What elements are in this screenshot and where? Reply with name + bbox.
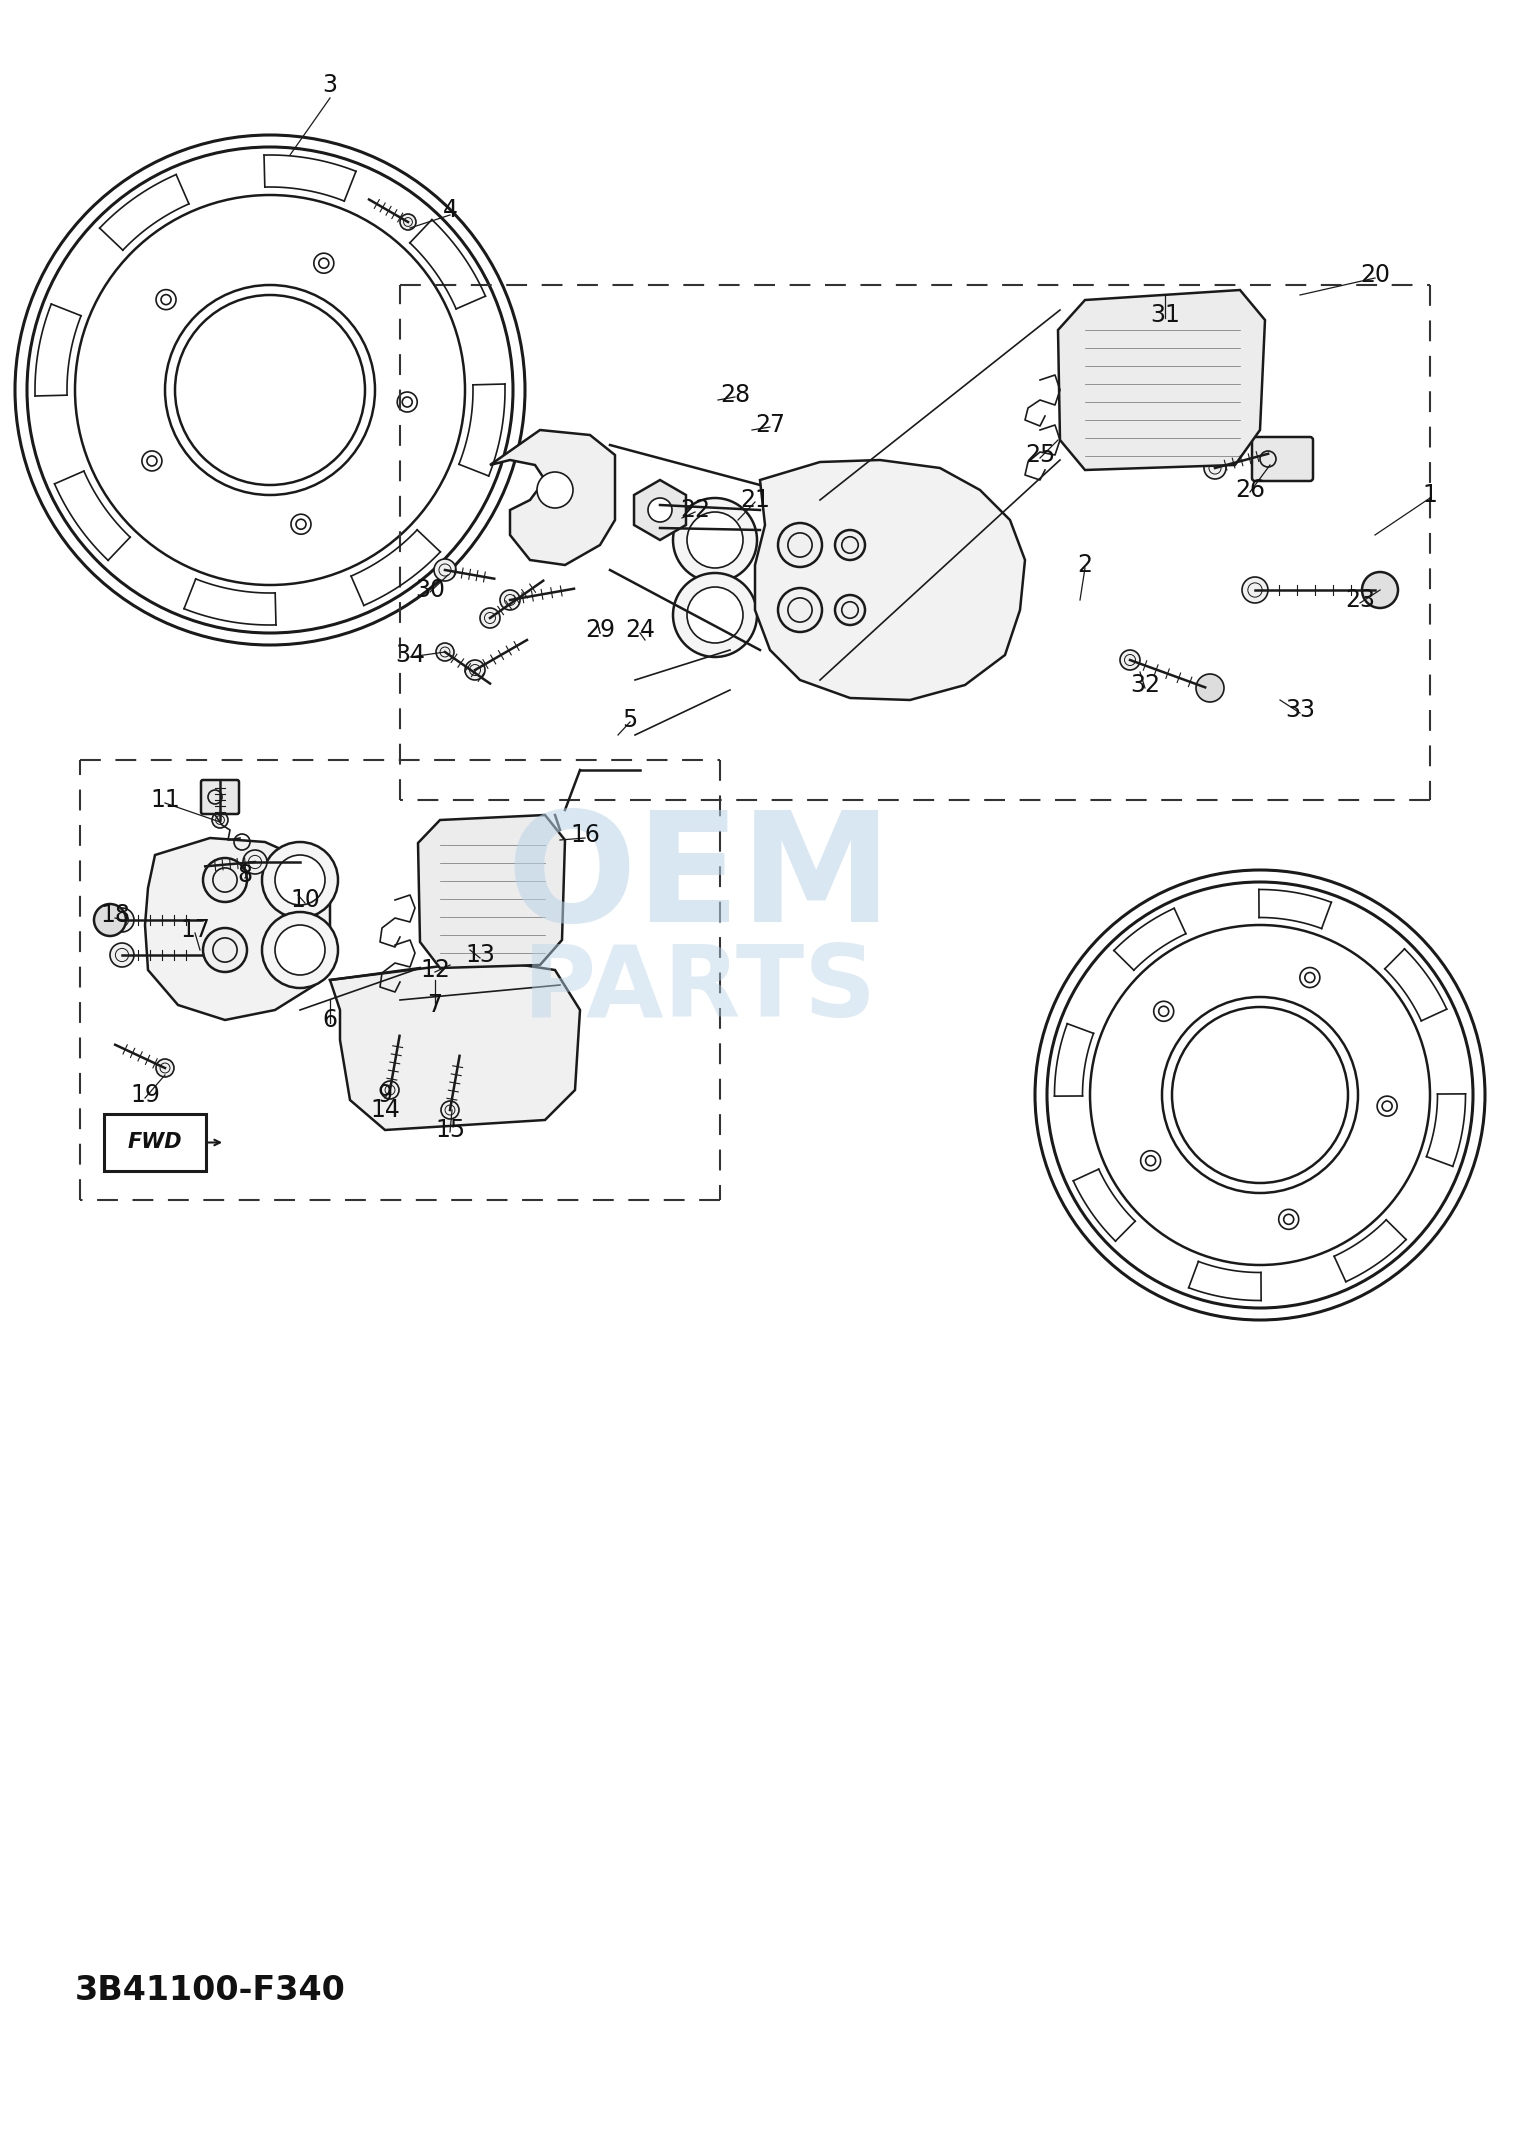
Text: 16: 16 xyxy=(570,822,599,848)
FancyBboxPatch shape xyxy=(105,1114,206,1172)
Circle shape xyxy=(835,594,865,624)
Circle shape xyxy=(673,498,758,581)
Text: 6: 6 xyxy=(323,1007,338,1033)
Text: 1: 1 xyxy=(1423,484,1437,507)
Circle shape xyxy=(212,812,227,829)
Text: 31: 31 xyxy=(1150,302,1180,328)
Text: 29: 29 xyxy=(586,618,615,641)
Circle shape xyxy=(536,473,573,507)
Text: 33: 33 xyxy=(1285,699,1316,722)
Text: OEM: OEM xyxy=(507,805,893,954)
Text: 10: 10 xyxy=(290,888,320,912)
Polygon shape xyxy=(418,816,566,967)
Polygon shape xyxy=(490,430,615,564)
Text: 15: 15 xyxy=(435,1118,466,1142)
Circle shape xyxy=(437,643,453,660)
Text: 17: 17 xyxy=(180,918,211,941)
Text: 34: 34 xyxy=(395,643,426,667)
Circle shape xyxy=(111,944,134,967)
Polygon shape xyxy=(635,479,686,541)
Circle shape xyxy=(1120,650,1140,671)
Text: 13: 13 xyxy=(466,944,495,967)
Circle shape xyxy=(400,213,417,230)
Circle shape xyxy=(433,558,456,581)
Text: 11: 11 xyxy=(151,788,180,812)
Text: 18: 18 xyxy=(100,903,131,927)
Circle shape xyxy=(261,841,338,918)
Circle shape xyxy=(261,912,338,988)
Text: 20: 20 xyxy=(1360,262,1389,288)
Text: 24: 24 xyxy=(626,618,655,641)
FancyBboxPatch shape xyxy=(1253,437,1313,481)
Circle shape xyxy=(778,588,822,633)
Circle shape xyxy=(441,1101,460,1118)
Text: 25: 25 xyxy=(1025,443,1054,466)
Circle shape xyxy=(835,530,865,560)
Text: 3: 3 xyxy=(323,72,338,98)
Text: PARTS: PARTS xyxy=(523,941,878,1039)
Circle shape xyxy=(687,588,742,643)
Polygon shape xyxy=(755,460,1025,701)
Circle shape xyxy=(1196,673,1223,703)
Text: 21: 21 xyxy=(739,488,770,511)
Polygon shape xyxy=(1057,290,1265,471)
Text: 12: 12 xyxy=(420,958,450,982)
Text: 9: 9 xyxy=(378,1082,392,1108)
Circle shape xyxy=(466,660,486,679)
Text: 32: 32 xyxy=(1130,673,1160,697)
Text: 26: 26 xyxy=(1236,477,1265,503)
Circle shape xyxy=(94,903,126,935)
FancyBboxPatch shape xyxy=(201,780,238,814)
Circle shape xyxy=(1242,577,1268,603)
Circle shape xyxy=(480,607,500,628)
Text: 28: 28 xyxy=(719,383,750,407)
Circle shape xyxy=(203,858,247,901)
Circle shape xyxy=(203,929,247,971)
Circle shape xyxy=(155,1059,174,1078)
Circle shape xyxy=(1203,458,1227,479)
Text: 23: 23 xyxy=(1345,588,1376,611)
Circle shape xyxy=(778,524,822,567)
Circle shape xyxy=(687,511,742,569)
Polygon shape xyxy=(144,837,330,1020)
Text: FWD: FWD xyxy=(128,1133,183,1152)
Circle shape xyxy=(500,590,520,609)
Text: 2: 2 xyxy=(1077,554,1093,577)
Circle shape xyxy=(275,854,324,905)
Text: 3B41100-F340: 3B41100-F340 xyxy=(75,1975,346,2006)
Circle shape xyxy=(243,850,267,873)
Circle shape xyxy=(275,924,324,976)
Text: 7: 7 xyxy=(427,993,443,1016)
Text: 27: 27 xyxy=(755,413,785,437)
Text: 30: 30 xyxy=(415,577,446,603)
Circle shape xyxy=(1362,573,1399,607)
Text: 5: 5 xyxy=(622,707,638,733)
Circle shape xyxy=(381,1082,400,1099)
Circle shape xyxy=(673,573,758,656)
Text: 19: 19 xyxy=(131,1082,160,1108)
Text: 4: 4 xyxy=(443,198,458,222)
Text: 8: 8 xyxy=(237,863,252,886)
Text: 22: 22 xyxy=(679,498,710,522)
Circle shape xyxy=(649,498,672,522)
Circle shape xyxy=(111,907,134,933)
Text: 14: 14 xyxy=(370,1097,400,1123)
Polygon shape xyxy=(330,961,579,1131)
